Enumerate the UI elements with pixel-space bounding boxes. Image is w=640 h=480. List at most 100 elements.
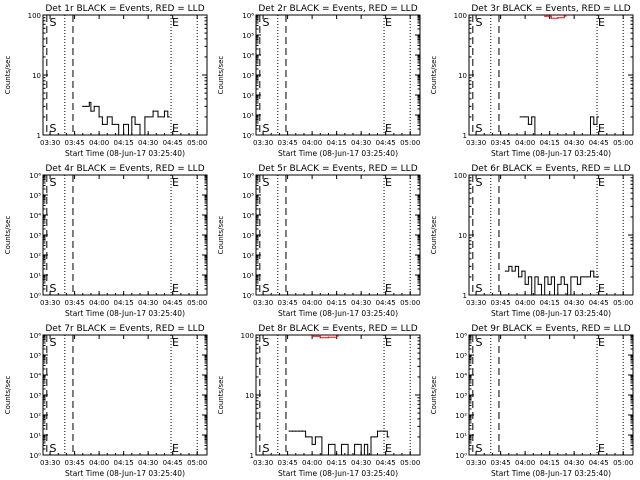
- x-tick-label: 05:00: [187, 139, 207, 147]
- end-marker: E: [172, 442, 179, 455]
- end-marker: E: [172, 282, 179, 295]
- x-tick-label: 04:45: [589, 299, 609, 307]
- start-marker: S: [475, 442, 482, 455]
- x-tick-label: 04:15: [540, 299, 560, 307]
- y-tick-label: 10⁵: [242, 192, 254, 200]
- y-tick-label: 1: [463, 292, 467, 300]
- x-tick-label: 04:30: [564, 139, 584, 147]
- x-tick-label: 04:00: [515, 139, 535, 147]
- x-tick-label: 03:45: [278, 299, 298, 307]
- y-tick-label: 10⁵: [29, 352, 41, 360]
- lld-series-line: [544, 15, 567, 19]
- start-marker: S: [475, 16, 482, 29]
- x-tick-label: 03:30: [466, 139, 486, 147]
- x-tick-label: 04:15: [540, 139, 560, 147]
- y-axis-label: Counts/sec: [4, 376, 12, 415]
- x-tick-label: 04:00: [515, 459, 535, 467]
- end-marker: E: [172, 16, 179, 29]
- y-tick-label: 10²: [29, 412, 41, 420]
- y-tick-label: 10⁶: [29, 332, 41, 340]
- x-tick-label: 04:15: [114, 139, 134, 147]
- x-tick-label: 04:45: [376, 459, 396, 467]
- start-marker: S: [262, 336, 269, 349]
- y-tick-label: 10³: [455, 392, 467, 400]
- end-marker: E: [598, 16, 605, 29]
- panel-title: Det 7r BLACK = Events, RED = LLD: [45, 324, 204, 334]
- detector-panel: Det 1r BLACK = Events, RED = LLD Counts/s…: [4, 4, 208, 158]
- y-tick-label: 10³: [29, 232, 41, 240]
- detector-panel: Det 6r BLACK = Events, RED = LLD Counts/s…: [430, 164, 634, 318]
- end-marker: E: [385, 442, 392, 455]
- plot-frame: [42, 14, 208, 136]
- x-tick-label: 04:00: [89, 139, 109, 147]
- end-marker: E: [385, 282, 392, 295]
- y-tick-label: 10⁴: [242, 212, 254, 220]
- x-tick-label: 03:30: [40, 139, 60, 147]
- y-tick-label: 10⁰: [242, 292, 254, 300]
- x-tick-label: 04:15: [327, 139, 347, 147]
- x-tick-label: 05:00: [187, 299, 207, 307]
- x-tick-label: 04:30: [138, 459, 158, 467]
- x-axis-label: Start Time (08-Jun-17 03:25:40): [278, 309, 398, 318]
- x-axis-label: Start Time (08-Jun-17 03:25:40): [278, 469, 398, 478]
- y-tick-label: 10¹: [455, 432, 467, 440]
- plot-frame: [255, 174, 421, 296]
- x-axis-label: Start Time (08-Jun-17 03:25:40): [65, 309, 185, 318]
- x-tick-label: 04:15: [327, 299, 347, 307]
- detector-panel: Det 7r BLACK = Events, RED = LLD Counts/s…: [4, 324, 208, 478]
- end-marker: E: [598, 122, 605, 135]
- detector-panel: Det 2r BLACK = Events, RED = LLD Counts/s…: [217, 4, 421, 158]
- y-tick-label: 10¹: [242, 272, 254, 280]
- y-axis-label: Counts/sec: [217, 216, 225, 255]
- x-tick-label: 05:00: [400, 299, 420, 307]
- x-tick-label: 03:30: [253, 299, 273, 307]
- y-tick-label: 1: [463, 132, 467, 140]
- start-marker: S: [475, 336, 482, 349]
- end-marker: E: [172, 176, 179, 189]
- y-tick-label: 10⁶: [29, 172, 41, 180]
- y-axis-label: Counts/sec: [430, 56, 438, 95]
- end-marker: E: [598, 176, 605, 189]
- x-tick-label: 03:45: [491, 139, 511, 147]
- y-tick-label: 10⁴: [29, 212, 41, 220]
- x-tick-label: 04:30: [351, 139, 371, 147]
- x-tick-label: 04:45: [163, 139, 183, 147]
- x-tick-label: 04:45: [589, 139, 609, 147]
- x-tick-label: 03:45: [65, 299, 85, 307]
- x-axis-label: Start Time (08-Jun-17 03:25:40): [491, 309, 611, 318]
- x-tick-label: 03:45: [491, 299, 511, 307]
- end-marker: E: [598, 442, 605, 455]
- x-tick-label: 03:45: [278, 459, 298, 467]
- x-tick-label: 03:30: [40, 459, 60, 467]
- events-series-line: [82, 101, 170, 136]
- y-axis-label: Counts/sec: [430, 376, 438, 415]
- x-axis-label: Start Time (08-Jun-17 03:25:40): [65, 149, 185, 158]
- y-tick-label: 100: [28, 12, 41, 20]
- x-tick-label: 04:45: [376, 299, 396, 307]
- y-tick-label: 10⁶: [242, 12, 254, 20]
- y-tick-label: 10³: [242, 232, 254, 240]
- end-marker: E: [385, 16, 392, 29]
- start-marker: S: [49, 442, 56, 455]
- y-tick-label: 10⁶: [242, 172, 254, 180]
- events-series-line: [505, 265, 599, 296]
- y-axis-label: Counts/sec: [4, 56, 12, 95]
- detector-panel: Det 9r BLACK = Events, RED = LLD Counts/s…: [430, 324, 634, 478]
- lld-series-line: [312, 335, 339, 339]
- y-tick-label: 10²: [455, 412, 467, 420]
- y-tick-label: 100: [454, 12, 467, 20]
- y-axis-label: Counts/sec: [4, 216, 12, 255]
- x-tick-label: 03:45: [491, 459, 511, 467]
- x-tick-label: 04:30: [138, 299, 158, 307]
- x-tick-label: 04:30: [351, 459, 371, 467]
- x-tick-label: 03:30: [253, 139, 273, 147]
- x-tick-label: 04:00: [89, 459, 109, 467]
- x-tick-label: 04:00: [515, 299, 535, 307]
- detector-panel: Det 5r BLACK = Events, RED = LLD Counts/s…: [217, 164, 421, 318]
- y-tick-label: 10⁰: [455, 452, 467, 460]
- x-tick-label: 03:45: [65, 139, 85, 147]
- x-tick-label: 04:15: [114, 299, 134, 307]
- x-tick-label: 04:00: [302, 459, 322, 467]
- x-tick-label: 05:00: [400, 139, 420, 147]
